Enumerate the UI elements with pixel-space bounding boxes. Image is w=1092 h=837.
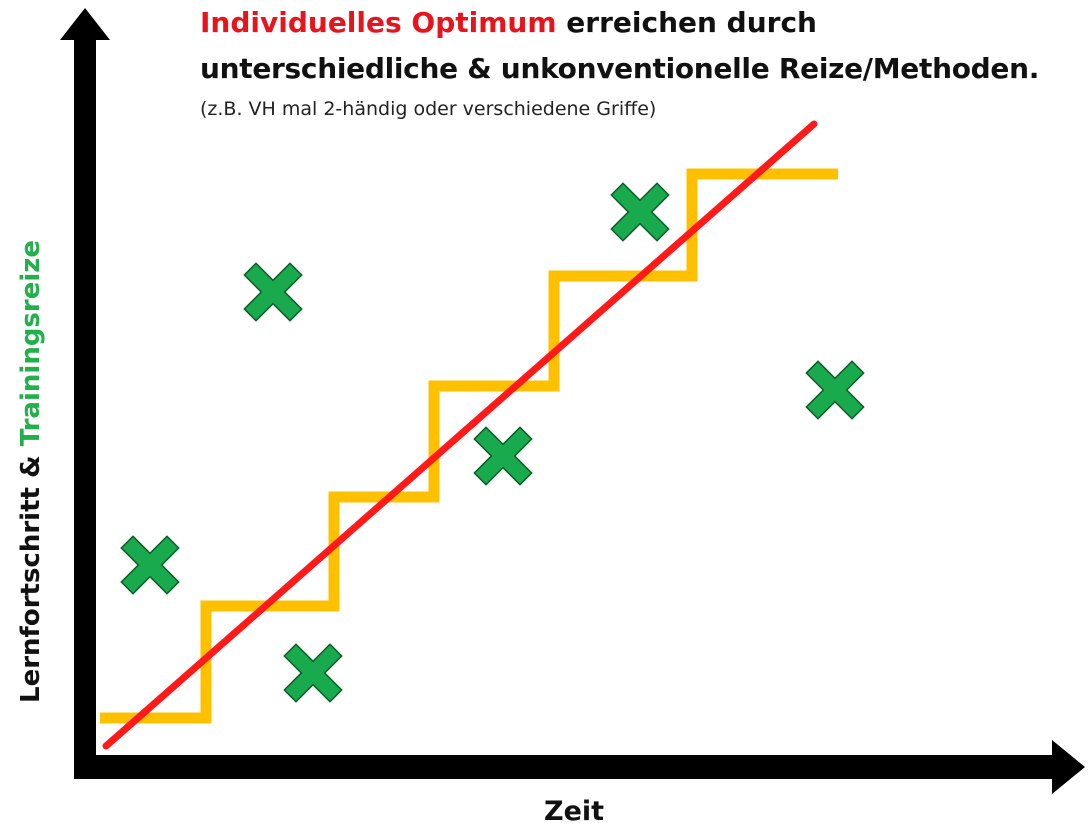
- cross-icon: [473, 426, 533, 486]
- x-axis-arrowhead: [1052, 740, 1085, 794]
- staircase-line: [100, 168, 838, 724]
- optimum-trend-line: [102, 120, 818, 750]
- cross-icon: [805, 360, 865, 420]
- x-axis: [74, 755, 1056, 779]
- y-axis-label-part2: Trainingsreize: [16, 239, 46, 447]
- cross-icon: [610, 182, 670, 242]
- cross-icon: [243, 262, 303, 322]
- title-line-1: Individuelles Optimum erreichen durch: [200, 6, 817, 39]
- cross-icon: [283, 643, 343, 703]
- title-highlight: Individuelles Optimum: [200, 6, 557, 39]
- y-axis-label-part1: Lernfortschritt &: [16, 446, 46, 703]
- y-axis-arrowhead: [60, 8, 110, 40]
- x-axis-label: Zeit: [544, 796, 605, 827]
- y-axis: [74, 38, 96, 756]
- y-axis-label: Lernfortschritt & Trainingsreize: [16, 240, 46, 703]
- title-rest: erreichen durch: [556, 6, 817, 39]
- subtitle: (z.B. VH mal 2-händig oder verschiedene …: [200, 98, 657, 120]
- cross-icon: [120, 535, 180, 595]
- title-line-2: unterschiedliche & unkonventionelle Reiz…: [200, 52, 1040, 85]
